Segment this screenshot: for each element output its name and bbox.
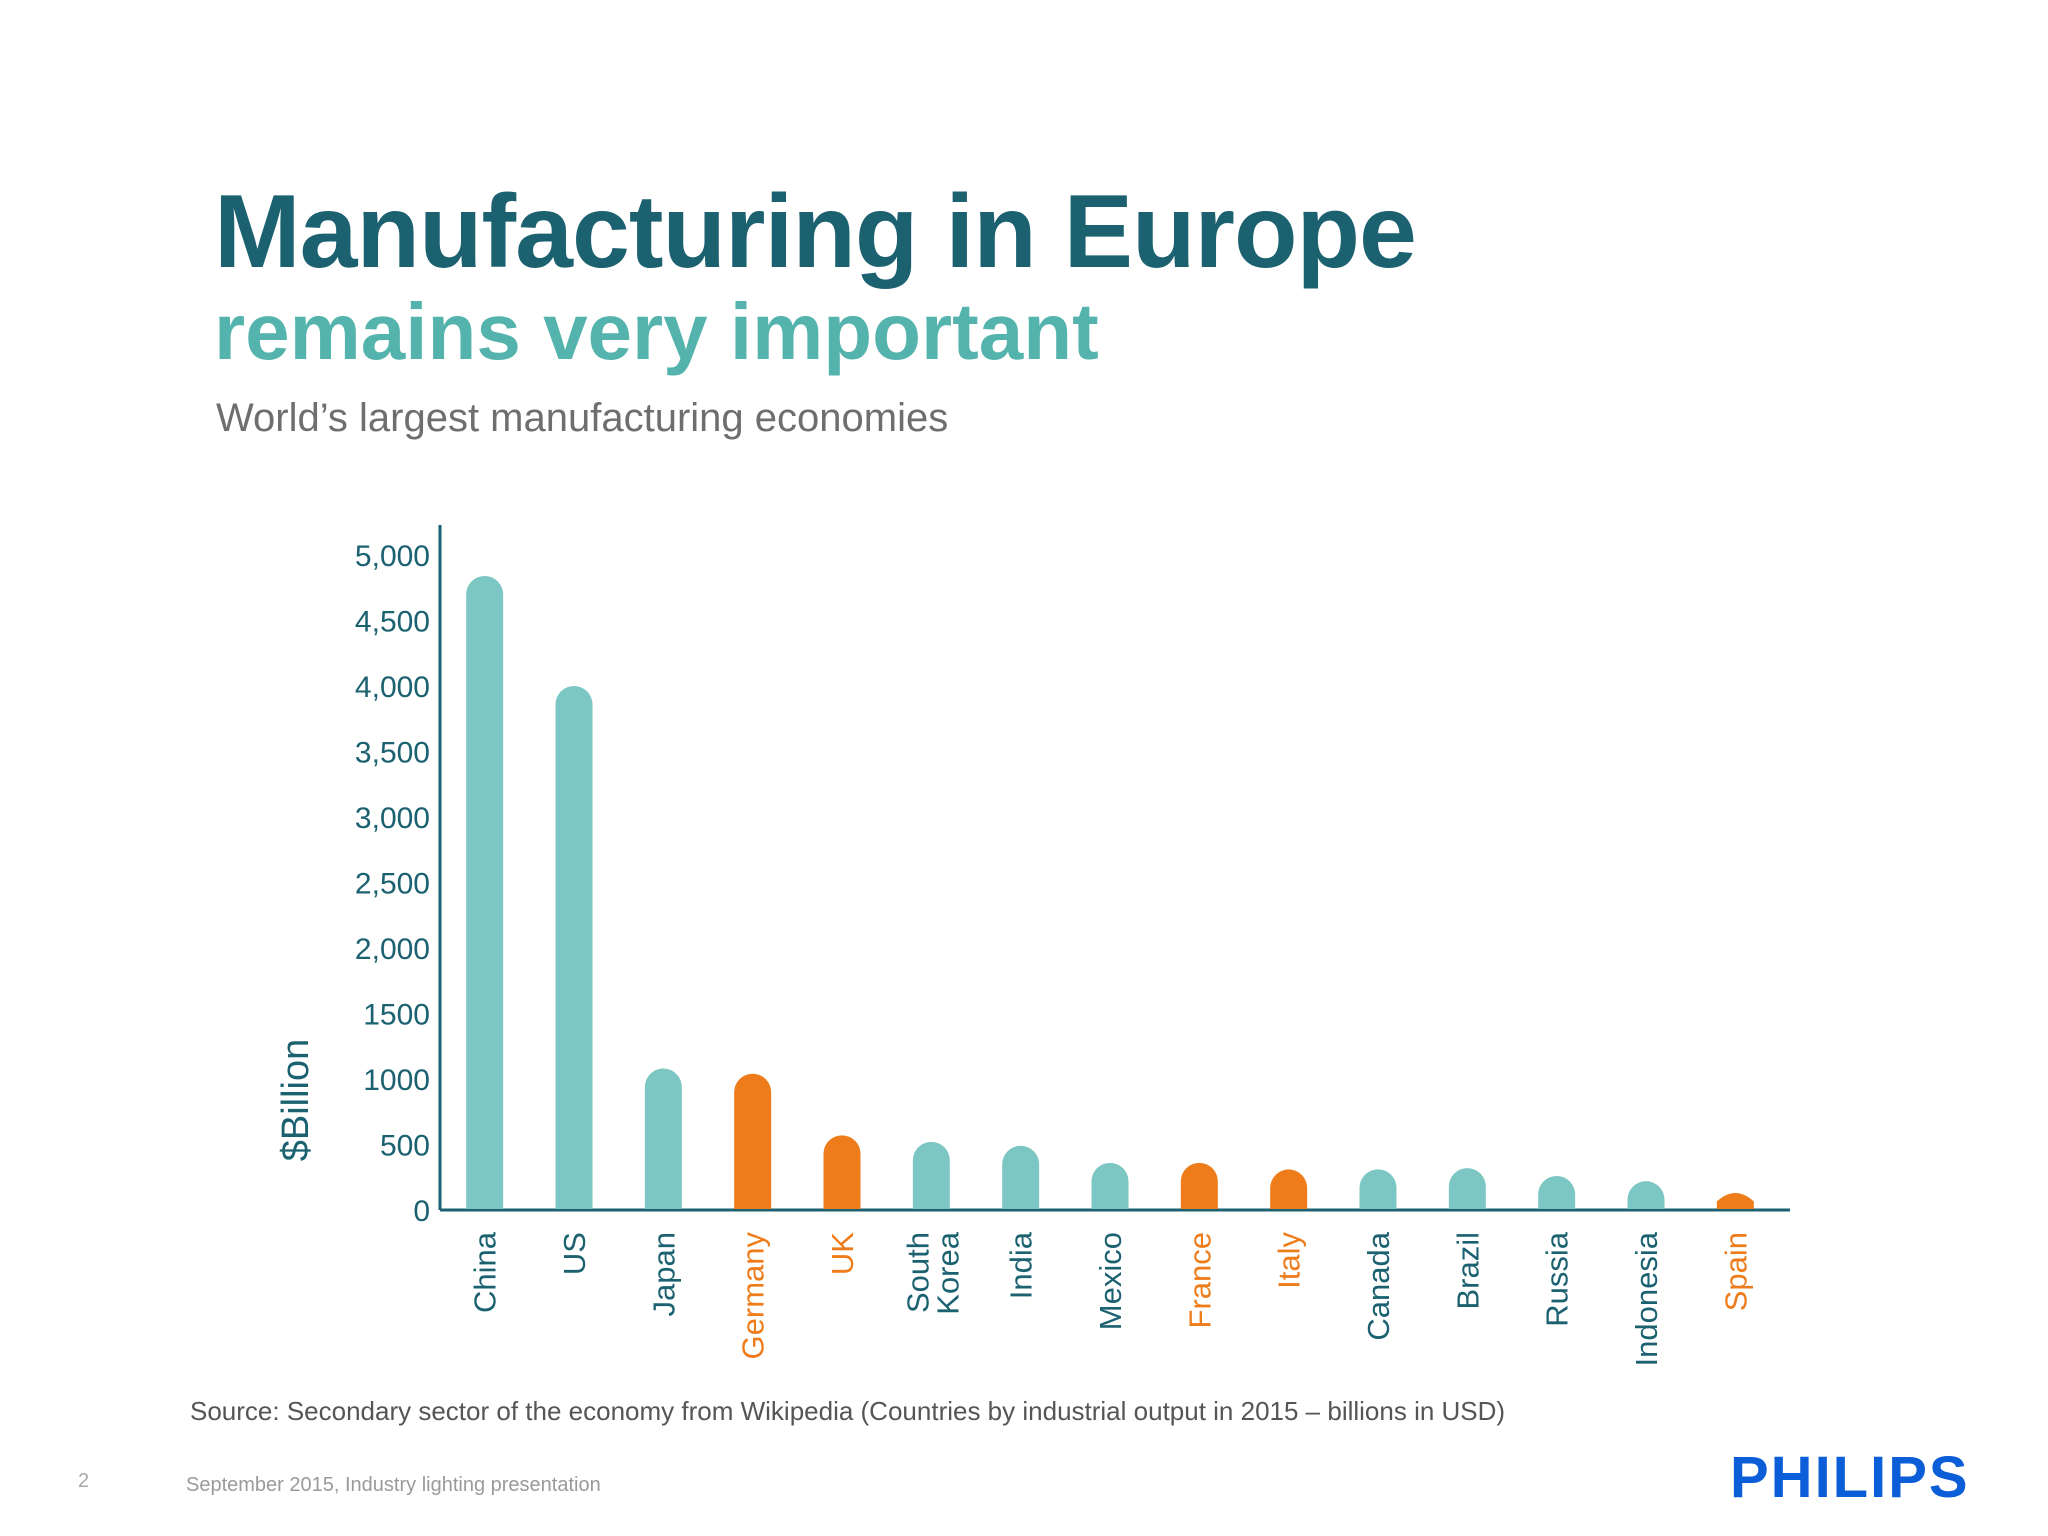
bar-canada xyxy=(1359,1169,1397,1209)
x-tick-label-line: Korea xyxy=(930,1231,965,1314)
bar-us xyxy=(555,686,593,1209)
x-tick-label: Canada xyxy=(1361,1231,1396,1340)
x-tick-label: Indonesia xyxy=(1629,1231,1664,1366)
bar-germany xyxy=(734,1073,772,1209)
y-tick-label: 1500 xyxy=(363,999,430,1032)
source-note: Source: Secondary sector of the economy … xyxy=(190,1396,1506,1426)
philips-logo: PHILIPS xyxy=(1730,1445,1970,1510)
y-tick-label: 3,500 xyxy=(355,737,430,770)
y-tick-label: 4,500 xyxy=(355,606,430,639)
y-tick-label: 0 xyxy=(413,1195,430,1228)
slide-title: Manufacturing in Europe xyxy=(214,174,1417,290)
x-tick-label: Mexico xyxy=(1093,1232,1128,1330)
footer-text: September 2015, Industry lighting presen… xyxy=(186,1474,601,1496)
y-tick-label: 2,500 xyxy=(355,868,430,901)
bar-uk xyxy=(823,1135,861,1209)
x-tick-label: Italy xyxy=(1272,1232,1307,1289)
x-tick-label: Brazil xyxy=(1450,1232,1485,1310)
x-tick-label: Russia xyxy=(1540,1231,1575,1327)
x-tick-label: China xyxy=(468,1231,503,1313)
bar-japan xyxy=(644,1068,682,1209)
x-tick-label-line: South xyxy=(900,1232,935,1313)
bar-spain xyxy=(1716,1192,1754,1209)
y-tick-label: 500 xyxy=(380,1130,430,1163)
x-tick-label: India xyxy=(1004,1231,1039,1299)
x-tick-label: Spain xyxy=(1718,1232,1753,1311)
y-tick-label: 2,000 xyxy=(355,933,430,966)
bar-indonesia xyxy=(1627,1181,1665,1209)
x-tick-label: SouthKorea xyxy=(900,1231,965,1314)
bar-italy xyxy=(1270,1169,1308,1209)
x-tick-label: France xyxy=(1182,1232,1217,1328)
x-tick-label: UK xyxy=(825,1232,860,1275)
x-tick-label: US xyxy=(557,1232,592,1275)
y-tick-label: 4,000 xyxy=(355,671,430,704)
slide-subtitle: remains very important xyxy=(214,287,1099,376)
bar-brazil xyxy=(1448,1168,1486,1209)
bar-india xyxy=(1002,1145,1040,1209)
chart-caption: World’s largest manufacturing economies xyxy=(216,396,949,440)
y-tick-label: 5,000 xyxy=(355,540,430,573)
y-tick-label: 1000 xyxy=(363,1064,430,1097)
bar-chart: 0 500 1000 1500 2,000 2,500 3,000 3,500 4,000 4,5… xyxy=(275,525,1790,1366)
x-tick-label: Japan xyxy=(646,1232,681,1316)
y-axis-label: $Billion xyxy=(275,1039,317,1162)
page-number: 2 xyxy=(78,1470,90,1492)
x-tick-label: Germany xyxy=(736,1232,771,1360)
bar-south-korea xyxy=(912,1141,950,1209)
bar-mexico xyxy=(1091,1162,1129,1209)
bar-china xyxy=(466,575,504,1209)
bar-france xyxy=(1180,1162,1218,1209)
y-tick-label: 3,000 xyxy=(355,802,430,835)
bar-russia xyxy=(1538,1175,1576,1209)
